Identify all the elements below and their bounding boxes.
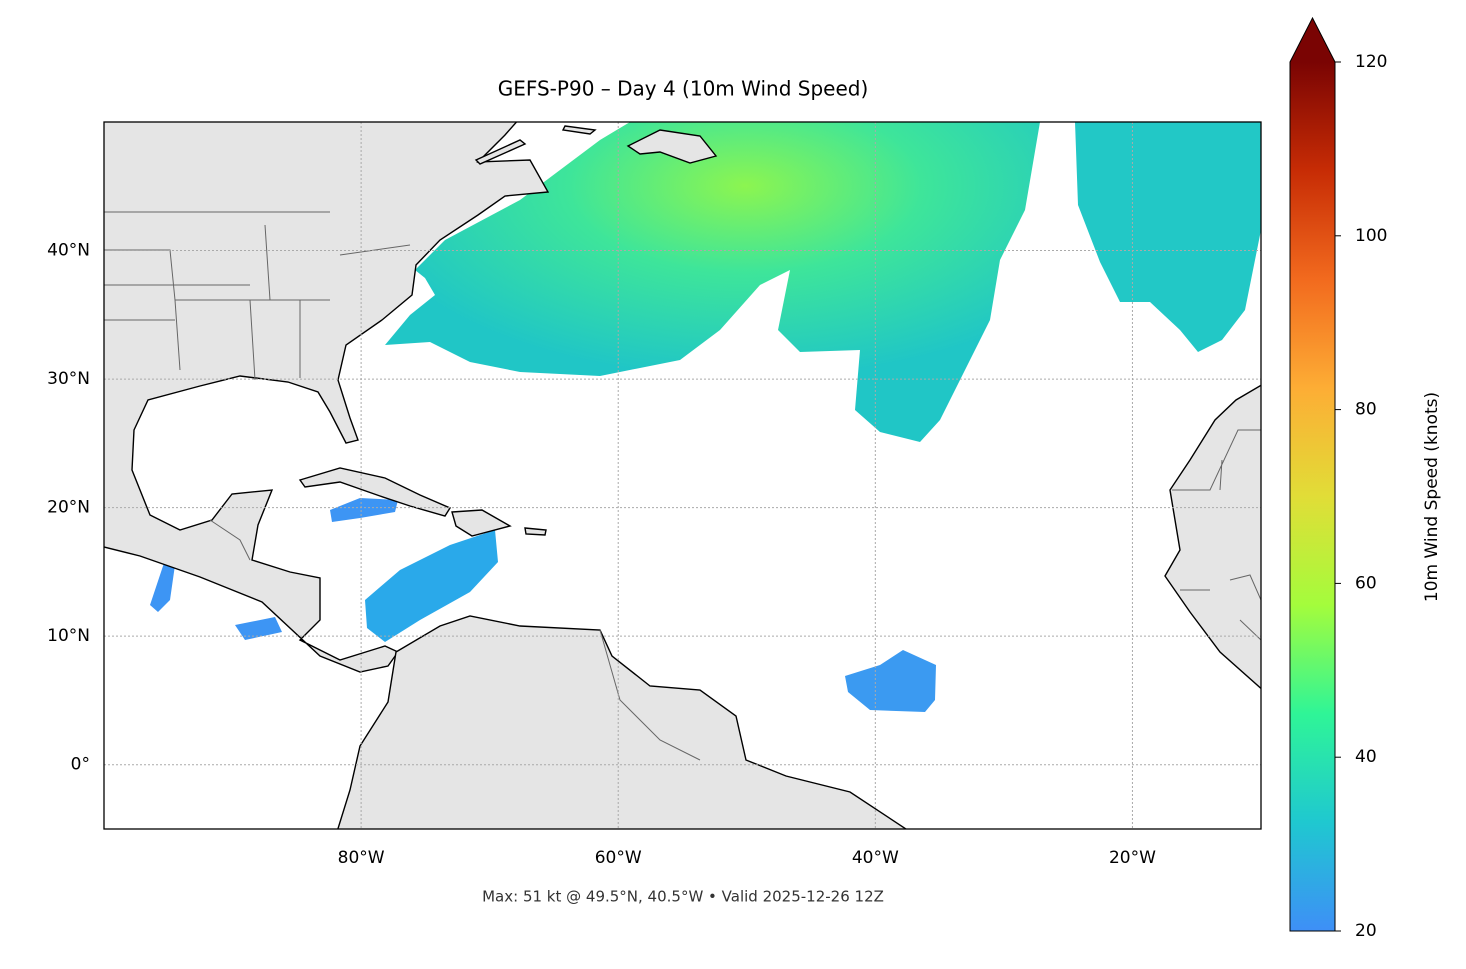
wind-field — [845, 650, 936, 712]
colorbar-tick-label: 100 — [1355, 226, 1387, 246]
colorbar-outline — [1289, 16, 1336, 932]
africa-borders — [1172, 429, 1261, 641]
footer: Max: 51 kt @ 49.5°N, 40.5°W • Valid 2025… — [482, 888, 884, 906]
x-tick-label: 80°W — [338, 848, 385, 868]
title: GEFS-P90 – Day 4 (10m Wind Speed) — [498, 77, 869, 101]
colorbar-tick-label: 60 — [1355, 573, 1377, 593]
colorbar-tick-label: 80 — [1355, 400, 1377, 420]
colorbar-extension — [1290, 18, 1335, 62]
africa — [1164, 384, 1261, 690]
y-tick-label: 40°N — [47, 241, 90, 261]
colorbar-tick-label: 120 — [1355, 52, 1387, 72]
x-tick-label: 60°W — [595, 848, 642, 868]
puerto-rico — [524, 527, 547, 536]
colorbar-tick-label: 20 — [1355, 921, 1377, 941]
wind-field — [385, 122, 1040, 442]
cuba — [298, 467, 452, 517]
wind-field — [365, 530, 498, 642]
x-tick-label: 20°W — [1109, 848, 1156, 868]
wind-field — [1075, 122, 1261, 352]
island — [474, 125, 597, 165]
wind-field — [150, 498, 398, 640]
y-tick-label: 30°N — [47, 369, 90, 389]
colorbar-label: 10m Wind Speed (knots) — [1422, 392, 1442, 602]
y-tick-label: 10°N — [47, 626, 90, 646]
south-america — [337, 615, 908, 829]
colorbar — [1290, 62, 1335, 931]
x-tick-label: 40°W — [852, 848, 899, 868]
state-borders — [104, 211, 701, 761]
hispaniola — [451, 509, 512, 537]
map-area — [104, 122, 1261, 829]
map-frame — [103, 121, 1262, 830]
colorbar-tick-label: 40 — [1355, 747, 1377, 767]
y-tick-label: 0° — [71, 755, 90, 775]
y-tick-label: 20°N — [47, 498, 90, 518]
newfoundland — [626, 129, 718, 164]
